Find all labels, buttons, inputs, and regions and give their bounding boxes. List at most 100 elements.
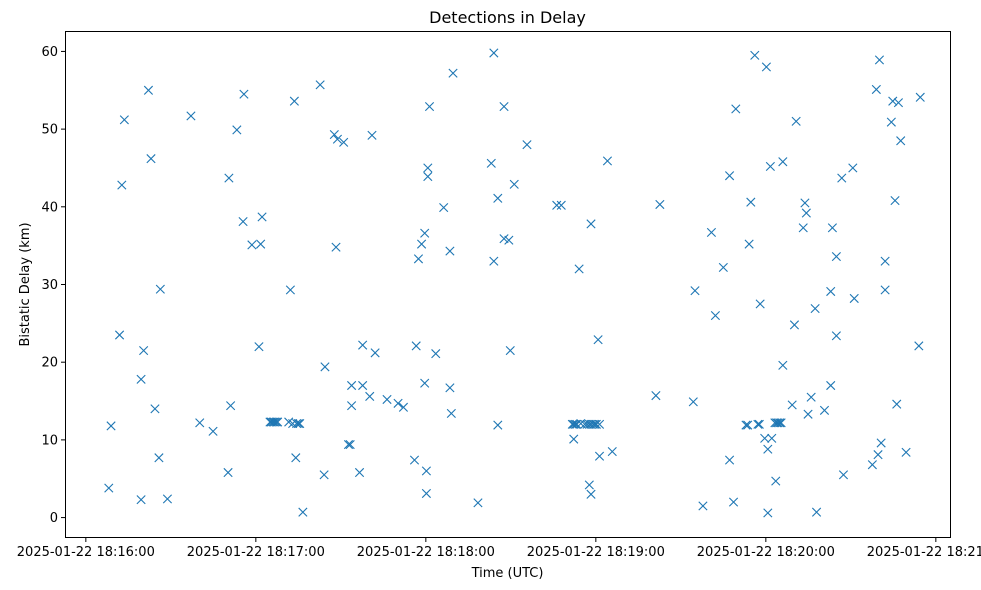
data-point-marker	[826, 286, 836, 297]
data-point-marker	[871, 84, 881, 95]
data-point-marker	[358, 340, 368, 350]
data-point-marker	[423, 171, 433, 182]
data-point-marker	[505, 345, 515, 356]
data-point-marker	[254, 342, 264, 352]
data-point-marker	[584, 480, 594, 490]
data-point-marker	[767, 433, 777, 443]
data-point-marker	[232, 125, 242, 135]
plot-frame	[65, 31, 951, 538]
data-point-marker	[876, 438, 886, 448]
data-point-marker	[257, 212, 267, 222]
data-point-marker	[504, 235, 514, 245]
data-point-marker	[831, 251, 841, 262]
data-point-marker	[731, 104, 741, 114]
data-point-marker	[186, 111, 196, 121]
data-point-marker	[753, 419, 763, 429]
data-point-marker	[421, 466, 431, 476]
data-point-marker	[239, 89, 249, 99]
data-point-marker	[572, 419, 582, 429]
data-point-marker	[273, 417, 283, 427]
data-point-marker	[345, 439, 355, 450]
data-point-marker	[602, 156, 613, 166]
y-tick-label: 60	[41, 45, 58, 60]
data-point-marker	[238, 216, 248, 227]
data-point-marker	[493, 193, 503, 203]
data-point-marker	[413, 254, 424, 264]
data-point-marker	[329, 129, 339, 140]
data-point-marker	[874, 55, 885, 65]
data-point-marker	[718, 262, 728, 272]
data-point-marker	[772, 418, 782, 428]
data-point-marker	[208, 426, 218, 436]
y-tick-label: 50	[41, 123, 58, 138]
data-point-marker	[448, 68, 458, 78]
data-point-marker	[256, 239, 266, 249]
data-point-marker	[771, 476, 781, 486]
data-point-marker	[914, 341, 924, 351]
data-point-marker	[826, 380, 836, 391]
data-point-marker	[411, 341, 421, 351]
data-point-marker	[837, 173, 847, 183]
data-point-marker	[800, 198, 810, 208]
data-point-marker	[119, 115, 129, 125]
data-point-marker	[269, 417, 280, 427]
data-point-marker	[367, 130, 377, 140]
data-point-marker	[354, 467, 365, 478]
data-point-marker	[370, 348, 380, 358]
data-point-marker	[761, 62, 771, 72]
data-point-marker	[136, 374, 146, 384]
data-point-marker	[915, 92, 925, 102]
data-point-marker	[886, 117, 896, 127]
x-tick-label: 2025-01-22 18:19:00	[527, 545, 665, 560]
data-point-marker	[773, 418, 783, 428]
data-point-marker	[791, 116, 801, 126]
data-point-marker	[247, 240, 257, 250]
data-point-marker	[499, 101, 509, 112]
data-point-marker	[890, 196, 900, 206]
data-point-marker	[509, 179, 519, 189]
data-point-marker	[743, 420, 753, 430]
data-point-marker	[798, 223, 808, 233]
y-tick-label: 30	[41, 278, 58, 293]
data-point-marker	[655, 199, 665, 210]
data-point-marker	[867, 460, 877, 470]
data-point-marker	[315, 80, 325, 90]
data-point-marker	[424, 101, 435, 112]
data-point-marker	[810, 303, 820, 314]
data-point-marker	[569, 434, 579, 444]
data-point-marker	[486, 158, 496, 168]
data-point-marker	[574, 264, 584, 274]
data-point-marker	[289, 96, 299, 106]
data-point-marker	[755, 299, 765, 309]
data-point-marker	[331, 242, 341, 252]
data-point-marker	[339, 137, 349, 147]
data-point-marker	[445, 383, 455, 393]
data-point-marker	[365, 391, 375, 401]
data-point-marker	[806, 392, 816, 402]
data-point-marker	[114, 330, 125, 340]
data-point-marker	[421, 488, 431, 499]
data-point-marker	[838, 470, 849, 480]
data-point-marker	[594, 419, 605, 429]
data-point-marker	[473, 498, 483, 508]
data-point-marker	[892, 399, 902, 409]
data-point-marker	[724, 171, 735, 181]
x-tick-label: 2025-01-22 18:16:00	[17, 545, 155, 560]
data-point-marker	[801, 208, 811, 218]
data-point-marker	[431, 349, 441, 359]
data-point-marker	[763, 444, 773, 454]
data-point-marker	[150, 404, 160, 414]
data-point-marker	[586, 489, 596, 499]
data-point-marker	[724, 455, 735, 465]
data-point-marker	[728, 497, 739, 507]
data-point-marker	[776, 418, 786, 428]
data-point-marker	[195, 418, 205, 428]
data-point-marker	[154, 453, 164, 463]
data-point-marker	[873, 450, 883, 460]
data-point-marker	[698, 501, 708, 511]
data-point-marker	[765, 161, 775, 171]
chart-title: Detections in Delay	[429, 8, 586, 27]
